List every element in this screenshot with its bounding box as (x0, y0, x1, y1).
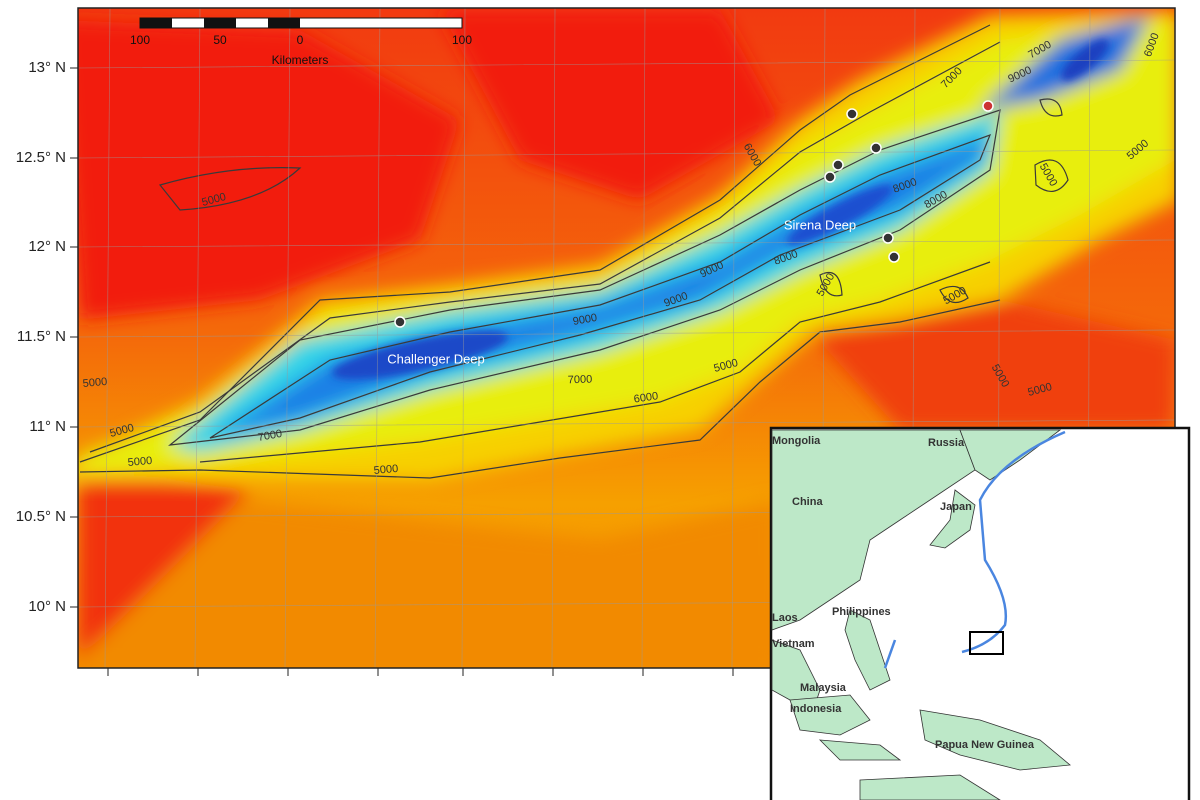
scale-bar-unit: Kilometers (272, 53, 329, 67)
latitude-label: 11.5° N (17, 328, 66, 345)
site (882, 232, 894, 244)
site (824, 171, 836, 183)
land-new-guinea (919, 709, 1071, 771)
inset-map (769, 426, 1191, 800)
contour-label: 5000 (82, 376, 107, 390)
scale-bar-label: 0 (297, 33, 304, 47)
latitude-label: 10° N (28, 598, 66, 615)
depth-9000 (980, 15, 1150, 110)
inset-label: Vietnam (772, 638, 815, 650)
scale-bar-label: 50 (213, 33, 227, 47)
latitude-label: 12.5° N (16, 149, 66, 166)
contour-line (158, 167, 302, 211)
scale-bar-frame (139, 17, 463, 29)
inset-label: Indonesia (790, 703, 842, 715)
scale-bar-segment (268, 18, 300, 28)
site (870, 142, 882, 154)
frame-ticks (70, 67, 734, 676)
tick-marks (70, 67, 734, 676)
inset-trench (961, 430, 1066, 654)
site (982, 100, 994, 112)
scale-bar-segment (204, 18, 236, 28)
inset-locator (969, 631, 1004, 655)
inset-label: China (792, 496, 823, 508)
feature-label: Challenger Deep (387, 351, 485, 366)
inset-label: Philippines (832, 606, 891, 618)
land-indonesia (789, 694, 902, 761)
inset-label: Russia (928, 437, 965, 449)
site (832, 159, 844, 171)
shallow-zone (78, 470, 250, 660)
scale-bar-label: 100 (130, 33, 150, 47)
contour-label: 9000 (572, 312, 598, 328)
inset-label: Laos (772, 612, 798, 624)
latitude-label: 10.5° N (16, 508, 66, 525)
latitude-label: 11° N (29, 418, 66, 435)
latitude-label: 12° N (28, 238, 66, 255)
land-russia (959, 429, 1062, 481)
inset-land (771, 429, 1071, 800)
inset-label: Malaysia (800, 682, 847, 694)
contour-line (209, 133, 992, 439)
contour-line (89, 41, 1001, 463)
contour-label: 6000 (633, 390, 659, 405)
graticule (78, 8, 1175, 668)
sirena-core (786, 184, 894, 246)
scale-bar-segment (140, 18, 172, 28)
contour-label: 5000 (127, 455, 152, 469)
site (846, 108, 858, 120)
contours (79, 24, 1069, 479)
contour-line (819, 98, 1069, 304)
map-frame (77, 7, 1176, 669)
land-philippines (844, 609, 891, 691)
deep-cores (331, 39, 1109, 380)
inset-label: Papua New Guinea (935, 739, 1035, 751)
bathymetry (78, 8, 1175, 668)
feature-label: Sirena Deep (784, 217, 856, 232)
shallow-zone (800, 300, 1175, 430)
contour-line (79, 24, 1001, 479)
challenger-core (331, 330, 509, 380)
north-core (1061, 39, 1109, 81)
contour-label: 5000 (373, 463, 398, 477)
shallow-zone (440, 10, 780, 200)
latitude-label: 13° N (28, 59, 66, 76)
contour-label: 7000 (568, 373, 593, 386)
graticule-lines (104, 8, 1091, 668)
site (394, 316, 406, 328)
sample-sites (394, 100, 994, 328)
land-australia (859, 774, 1001, 800)
site (888, 251, 900, 263)
scale-bar-label: 100 (452, 33, 472, 47)
scale-bar (139, 17, 463, 29)
land-japan (929, 489, 976, 549)
contour-label: 7000 (257, 428, 283, 444)
graticule-lines (78, 59, 1175, 608)
inset-label: Mongolia (772, 435, 821, 447)
contour-line (168, 109, 1001, 446)
inset-trench (883, 639, 897, 669)
inset-label: Japan (940, 501, 972, 513)
mid-zone (78, 480, 780, 668)
